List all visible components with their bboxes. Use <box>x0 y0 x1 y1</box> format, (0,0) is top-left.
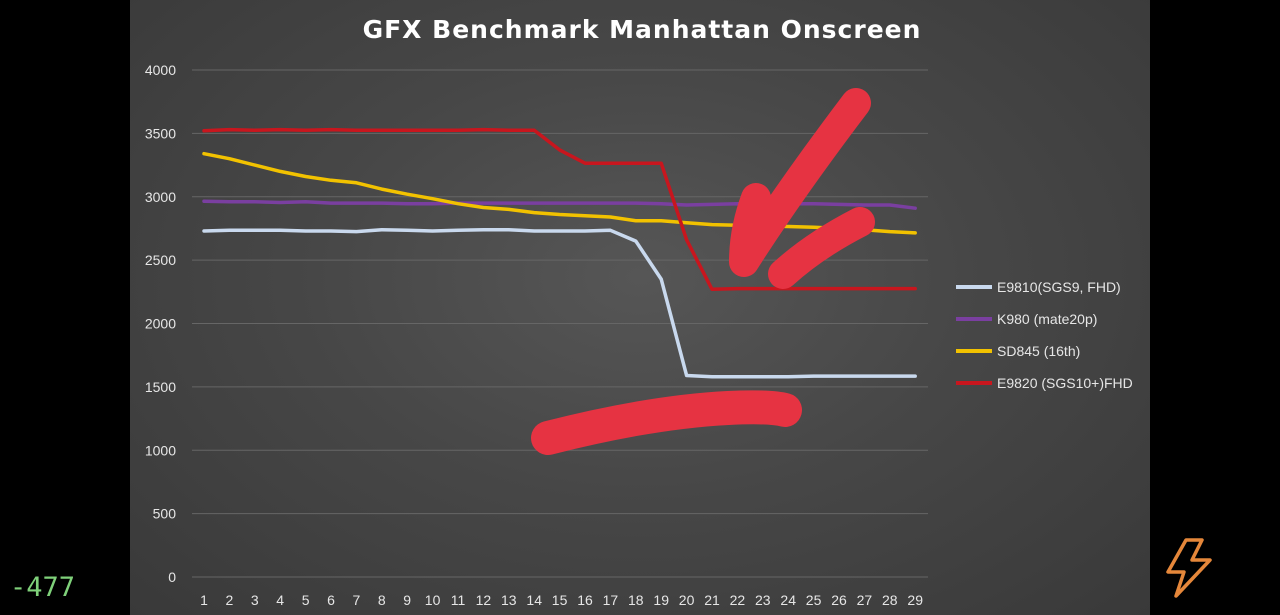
series-line-3 <box>202 127 917 292</box>
lightning-bolt-icon[interactable] <box>1162 538 1216 598</box>
legend-label: E9810(SGS9, FHD) <box>997 279 1121 295</box>
x-tick-label: 11 <box>451 592 466 608</box>
y-tick-label: 0 <box>168 569 176 585</box>
x-tick-label: 2 <box>226 592 234 608</box>
x-axis-ticks: 1 2 3 4 5 6 7 8 9 10 11 12 13 14 15 16 17 18 19 20 21 22 23 24 2… <box>200 592 923 608</box>
x-tick-label: 19 <box>653 592 669 608</box>
x-tick-label: 6 <box>327 592 335 608</box>
y-tick-label: 4000 <box>145 62 176 78</box>
x-tick-label: 23 <box>755 592 771 608</box>
y-tick-label: 2500 <box>145 252 176 268</box>
x-tick-label: 18 <box>628 592 644 608</box>
x-tick-label: 28 <box>882 592 898 608</box>
legend-label: K980 (mate20p) <box>997 311 1097 327</box>
x-tick-label: 24 <box>780 592 796 608</box>
x-tick-label: 21 <box>704 592 720 608</box>
y-tick-label: 1000 <box>145 442 176 458</box>
x-tick-label: 3 <box>251 592 259 608</box>
x-tick-label: 27 <box>857 592 873 608</box>
chart-panel <box>130 0 1150 615</box>
check-mark-annotation-stroke <box>768 207 875 289</box>
x-tick-label: 22 <box>730 592 746 608</box>
chart-title: GFX Benchmark Manhattan Onscreen <box>363 15 922 44</box>
counter-readout: -477 <box>10 572 76 603</box>
x-tick-label: 15 <box>552 592 568 608</box>
y-tick-label: 3500 <box>145 125 176 141</box>
x-tick-label: 9 <box>403 592 411 608</box>
x-tick-label: 8 <box>378 592 386 608</box>
x-tick-label: 10 <box>425 592 441 608</box>
x-tick-label: 29 <box>907 592 923 608</box>
y-tick-label: 500 <box>153 506 177 522</box>
x-tick-label: 1 <box>200 592 208 608</box>
x-tick-label: 17 <box>603 592 619 608</box>
x-tick-label: 7 <box>353 592 361 608</box>
x-tick-label: 20 <box>679 592 695 608</box>
x-tick-label: 12 <box>476 592 492 608</box>
x-tick-label: 13 <box>501 592 517 608</box>
y-tick-label: 1500 <box>145 379 176 395</box>
legend-label: E9820 (SGS10+)FHD <box>997 375 1133 391</box>
y-tick-label: 2000 <box>145 316 176 332</box>
check-mark-annotation <box>729 88 871 277</box>
legend: E9810(SGS9, FHD) K980 (mate20p) SD845 (16t… <box>956 279 1133 391</box>
x-tick-label: 26 <box>831 592 847 608</box>
series-line-2 <box>202 151 917 235</box>
underline-annotation <box>531 390 802 455</box>
x-tick-label: 16 <box>577 592 593 608</box>
series-line-0 <box>202 227 917 379</box>
legend-label: SD845 (16th) <box>997 343 1080 359</box>
series-line-1 <box>202 199 917 210</box>
y-axis-ticks: 0 500 1000 1500 2000 2500 3000 3500 4000 <box>145 62 176 585</box>
y-tick-label: 3000 <box>145 189 176 205</box>
x-tick-label: 4 <box>276 592 284 608</box>
hand-drawn-annotations <box>531 88 875 455</box>
x-tick-label: 14 <box>526 592 542 608</box>
x-tick-label: 5 <box>302 592 310 608</box>
x-tick-label: 25 <box>806 592 822 608</box>
